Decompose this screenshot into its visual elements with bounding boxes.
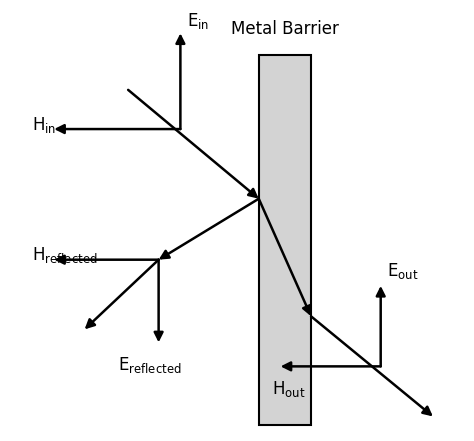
Text: $\mathregular{E_{out}}$: $\mathregular{E_{out}}$ (387, 262, 419, 281)
Text: $\mathregular{E_{in}}$: $\mathregular{E_{in}}$ (187, 11, 209, 31)
Text: $\mathregular{H_{in}}$: $\mathregular{H_{in}}$ (32, 115, 56, 135)
Text: $\mathregular{H_{out}}$: $\mathregular{H_{out}}$ (272, 379, 305, 400)
Text: $\mathregular{E_{reflected}}$: $\mathregular{E_{reflected}}$ (118, 355, 182, 375)
Text: Metal Barrier: Metal Barrier (231, 19, 339, 37)
Bar (259, 55, 311, 425)
Text: $\mathregular{H_{reflected}}$: $\mathregular{H_{reflected}}$ (32, 245, 98, 265)
